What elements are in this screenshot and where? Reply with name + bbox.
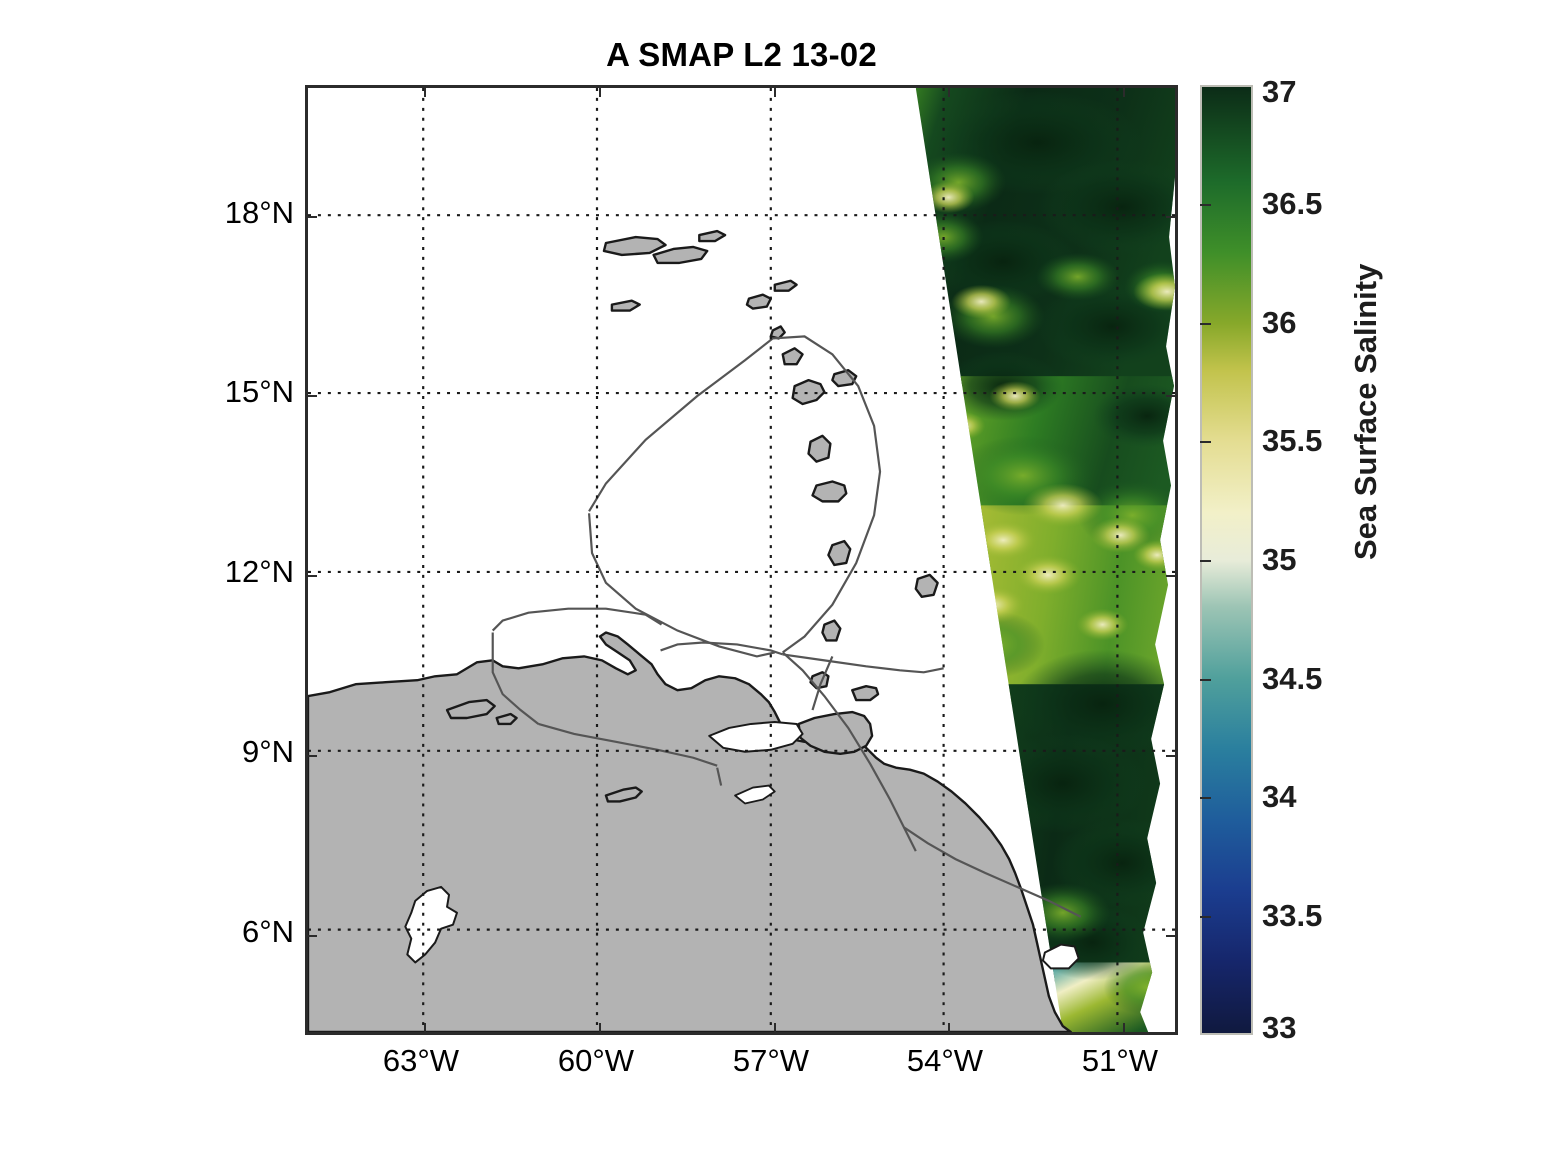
dominica-island xyxy=(807,434,832,463)
ytick-15n xyxy=(308,395,317,397)
antigua-island xyxy=(831,369,858,388)
ytick-right-9n xyxy=(1166,755,1175,757)
eez-trinidad-box xyxy=(811,655,834,711)
anegada-island xyxy=(698,229,727,243)
ytick-9n xyxy=(308,755,317,757)
yaxis-label-6n: 6°N xyxy=(241,914,294,949)
colorbar-label-36.5: 36.5 xyxy=(1262,186,1323,221)
puerto-rico-island xyxy=(602,235,667,257)
xtick-57w xyxy=(774,1023,776,1032)
colorbar-tick-34.5 xyxy=(1200,679,1211,681)
bonaire-island xyxy=(495,712,518,726)
yaxis-label-15n: 15°N xyxy=(224,374,294,409)
ytick-12n xyxy=(308,575,317,577)
eez-mid-boundary xyxy=(587,513,776,658)
xaxis-label-63w: 63°W xyxy=(382,1043,460,1078)
eez-french-guiana xyxy=(782,653,944,674)
xaxis-label-51w: 51°W xyxy=(1081,1043,1159,1078)
xtick-top-54w xyxy=(948,88,950,97)
ytick-right-12n xyxy=(1166,575,1175,577)
eez-south-segment xyxy=(538,722,718,767)
ytick-right-6n xyxy=(1166,935,1175,937)
xtick-60w xyxy=(599,1023,601,1032)
colorbar-tick-35.5 xyxy=(1200,441,1211,443)
ytick-right-18n xyxy=(1166,216,1175,218)
map-canvas xyxy=(308,88,1175,1032)
colorbar-label-34.5: 34.5 xyxy=(1262,661,1323,696)
colorbar-tick-33.5 xyxy=(1200,916,1211,918)
colorbar-label-34: 34 xyxy=(1262,779,1297,814)
ytick-6n xyxy=(308,935,317,937)
lake-maracaibo xyxy=(404,885,458,964)
xtick-54w xyxy=(948,1023,950,1032)
st-martin-island xyxy=(745,293,772,310)
ytick-18n xyxy=(308,216,317,218)
graticule-grid xyxy=(308,88,1175,1032)
guadeloupe-island xyxy=(791,378,826,406)
eez-guyana-suriname xyxy=(781,651,917,852)
st-lucia-island xyxy=(827,539,852,567)
eez-barbados-polygon xyxy=(588,335,882,654)
xtick-top-57w xyxy=(774,88,776,97)
colorbar-title: Sea Surface Salinity xyxy=(1348,263,1383,560)
colorbar-label-33: 33 xyxy=(1262,1010,1297,1045)
martinique-island xyxy=(811,480,848,503)
margarita-island xyxy=(604,786,643,803)
xtick-51w xyxy=(1123,1023,1125,1032)
virgin-islands xyxy=(652,245,709,265)
anguilla-island xyxy=(773,279,798,292)
colorbar-tick-34 xyxy=(1200,797,1211,799)
xtick-top-60w xyxy=(599,88,601,97)
colorbar-label-37: 37 xyxy=(1262,74,1297,109)
xaxis-label-57w: 57°W xyxy=(732,1043,810,1078)
yaxis-label-9n: 9°N xyxy=(241,734,294,769)
xaxis-label-54w: 54°W xyxy=(906,1043,984,1078)
land-layer xyxy=(308,229,1080,1032)
colorbar-label-36: 36 xyxy=(1262,305,1297,340)
eez-boundary-lines xyxy=(491,335,1082,918)
colorbar-label-35: 35 xyxy=(1262,542,1297,577)
yaxis-label-18n: 18°N xyxy=(224,195,294,230)
colorbar-tick-36.5 xyxy=(1200,204,1211,206)
colorbar-tick-35 xyxy=(1200,560,1211,562)
barbados-island xyxy=(914,573,939,598)
st-vincent-island xyxy=(821,619,842,642)
amazon-mouth-island xyxy=(1041,943,1080,970)
colorbar-label-33.5: 33.5 xyxy=(1262,898,1323,933)
colorbar-tick-36 xyxy=(1200,323,1211,325)
orinoco-delta-channels xyxy=(734,784,776,805)
eez-short-tick xyxy=(716,767,723,786)
xtick-63w xyxy=(424,1023,426,1032)
saba-island xyxy=(769,325,786,340)
eez-venezuela-north xyxy=(491,607,663,632)
map-axes[interactable] xyxy=(305,85,1178,1035)
xtick-top-63w xyxy=(424,88,426,97)
vieques-island xyxy=(610,299,641,312)
yaxis-label-12n: 12°N xyxy=(224,554,294,589)
xtick-top-51w xyxy=(1123,88,1125,97)
eez-guyana-offshore xyxy=(903,826,1082,918)
xaxis-label-60w: 60°W xyxy=(557,1043,635,1078)
south-america-landmass xyxy=(308,631,1072,1032)
st-kitts-nevis-islands xyxy=(781,347,804,366)
ytick-right-15n xyxy=(1166,395,1175,397)
leeward-antilles-islands xyxy=(445,698,496,720)
colorbar-label-35.5: 35.5 xyxy=(1262,423,1323,458)
eez-west-segment xyxy=(491,632,540,725)
page-title: A SMAP L2 13-02 xyxy=(606,36,877,73)
tobago-island xyxy=(851,685,880,702)
eez-trinidad-arc xyxy=(660,641,784,656)
